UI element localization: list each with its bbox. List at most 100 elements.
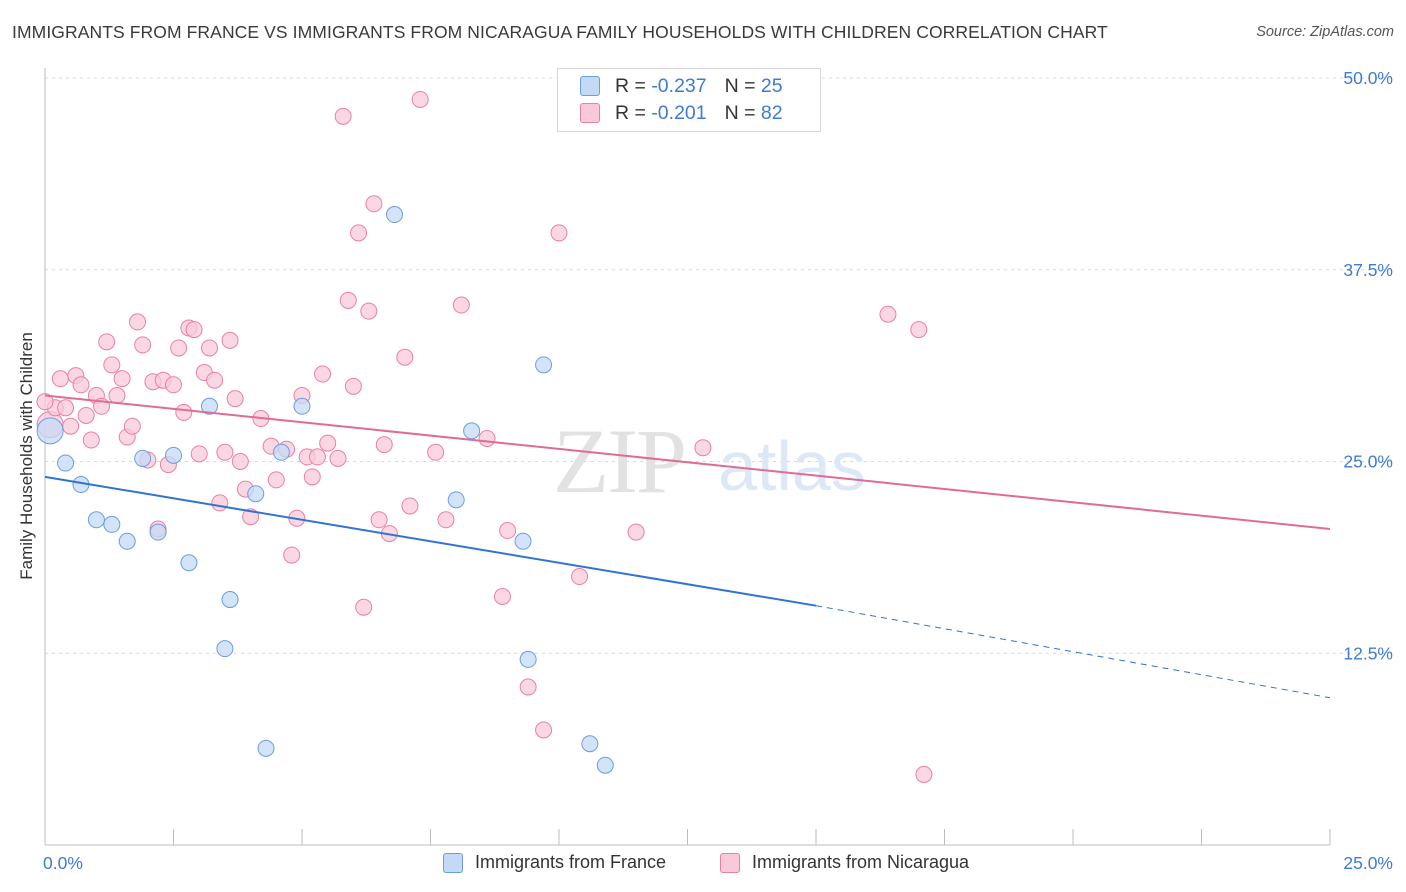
axes xyxy=(44,68,1331,846)
france-point xyxy=(200,397,218,415)
nicaragua-point xyxy=(319,434,337,452)
france-point xyxy=(165,446,182,464)
nicaragua-legend-swatch xyxy=(720,852,740,873)
france-trendline xyxy=(44,475,817,607)
nicaragua-point xyxy=(411,90,429,108)
france-point xyxy=(57,454,75,472)
x-tick-min: 0.0% xyxy=(43,853,83,873)
nicaragua-point xyxy=(334,107,352,125)
nicaragua-r-label: R = xyxy=(615,101,646,124)
france-r-label: R = xyxy=(615,74,646,97)
y-tick-labels: 12.5% 25.0% 37.5% 50.0% xyxy=(1343,68,1393,663)
nicaragua-point xyxy=(360,302,378,320)
nicaragua-point xyxy=(57,399,75,417)
france-point xyxy=(134,449,152,467)
y-tick-label: 50.0% xyxy=(1343,68,1393,88)
nicaragua-point xyxy=(216,443,234,461)
france-point xyxy=(293,397,311,415)
nicaragua-r-value: -0.201 xyxy=(651,101,707,124)
nicaragua-point xyxy=(350,224,368,242)
nicaragua-trendline xyxy=(44,394,1331,530)
legend-row-nicaragua: R = -0.201 N = 82 xyxy=(580,100,783,126)
chart-title: IMMIGRANTS FROM FRANCE VS IMMIGRANTS FRO… xyxy=(12,22,1108,42)
france-point xyxy=(36,417,64,445)
legend-item-france: Immigrants from France xyxy=(443,852,666,873)
source-credit: Source: ZipAtlas.com xyxy=(1256,24,1394,40)
france-point xyxy=(272,443,290,461)
nicaragua-point xyxy=(221,331,239,349)
legend-row-france: R = -0.237 N = 25 xyxy=(580,73,783,99)
nicaragua-point xyxy=(82,431,100,449)
nicaragua-point xyxy=(134,336,152,354)
nicaragua-point xyxy=(123,417,141,435)
y-tick-label: 25.0% xyxy=(1343,452,1393,472)
nicaragua-point xyxy=(452,296,470,314)
nicaragua-point xyxy=(165,376,182,394)
france-point xyxy=(519,650,537,668)
y-tick-label: 37.5% xyxy=(1343,260,1393,280)
y-axis-label: Family Households with Children xyxy=(17,332,36,580)
nicaragua-point xyxy=(113,370,131,388)
france-n-label: N = xyxy=(724,74,756,97)
stats-legend: R = -0.237 N = 25 R = -0.201 N = 82 xyxy=(557,68,821,132)
france-n-value: 25 xyxy=(760,74,783,97)
nicaragua-point xyxy=(535,721,553,739)
nicaragua-point xyxy=(185,321,203,339)
nicaragua-point xyxy=(910,321,928,339)
france-point xyxy=(463,422,481,440)
nicaragua-point xyxy=(308,448,326,466)
nicaragua-point xyxy=(493,587,511,605)
nicaragua-point xyxy=(190,445,208,463)
nicaragua-point xyxy=(108,387,126,405)
france-point xyxy=(103,515,121,533)
france-point xyxy=(596,756,614,774)
france-point xyxy=(514,532,532,550)
nicaragua-point xyxy=(303,468,321,486)
nicaragua-point xyxy=(370,511,388,529)
nicaragua-point xyxy=(206,371,224,389)
nicaragua-point xyxy=(72,376,90,394)
france-legend-label: Immigrants from France xyxy=(475,852,667,872)
nicaragua-legend-label: Immigrants from Nicaragua xyxy=(752,852,970,872)
nicaragua-point xyxy=(98,333,116,351)
france-legend-swatch xyxy=(443,852,463,873)
legend-item-nicaragua: Immigrants from Nicaragua xyxy=(720,852,969,873)
nicaragua-point xyxy=(879,305,897,323)
france-r-value: -0.237 xyxy=(651,74,707,97)
nicaragua-point xyxy=(365,195,383,213)
france-point xyxy=(386,206,404,224)
nicaragua-point xyxy=(344,377,362,395)
nicaragua-point xyxy=(499,522,517,540)
nicaragua-point xyxy=(427,443,445,461)
y-tick-label: 12.5% xyxy=(1343,643,1393,663)
nicaragua-point xyxy=(437,511,455,529)
nicaragua-point xyxy=(478,429,496,447)
france-point xyxy=(221,591,239,609)
france-points xyxy=(36,206,614,774)
france-point xyxy=(216,640,234,658)
watermark: ZIP atlas xyxy=(553,410,866,512)
nicaragua-point xyxy=(694,439,712,457)
nicaragua-point xyxy=(283,546,301,564)
france-point xyxy=(247,485,265,503)
nicaragua-point xyxy=(519,678,537,696)
nicaragua-point xyxy=(401,497,419,515)
nicaragua-point xyxy=(231,453,249,470)
nicaragua-point xyxy=(355,598,373,616)
france-point xyxy=(149,523,167,541)
trend-lines xyxy=(44,394,1331,699)
nicaragua-point xyxy=(62,417,80,435)
nicaragua-point xyxy=(396,348,414,366)
nicaragua-point xyxy=(314,365,332,383)
nicaragua-point xyxy=(627,523,645,541)
nicaragua-point xyxy=(77,406,95,424)
nicaragua-point xyxy=(51,370,69,388)
watermark-zip: ZIP xyxy=(553,410,685,512)
nicaragua-point xyxy=(375,436,393,454)
series-legend: Immigrants from France Immigrants from N… xyxy=(0,850,1406,878)
nicaragua-point xyxy=(129,313,147,331)
france-point xyxy=(87,511,105,529)
nicaragua-point xyxy=(571,568,589,586)
nicaragua-point xyxy=(915,765,933,783)
